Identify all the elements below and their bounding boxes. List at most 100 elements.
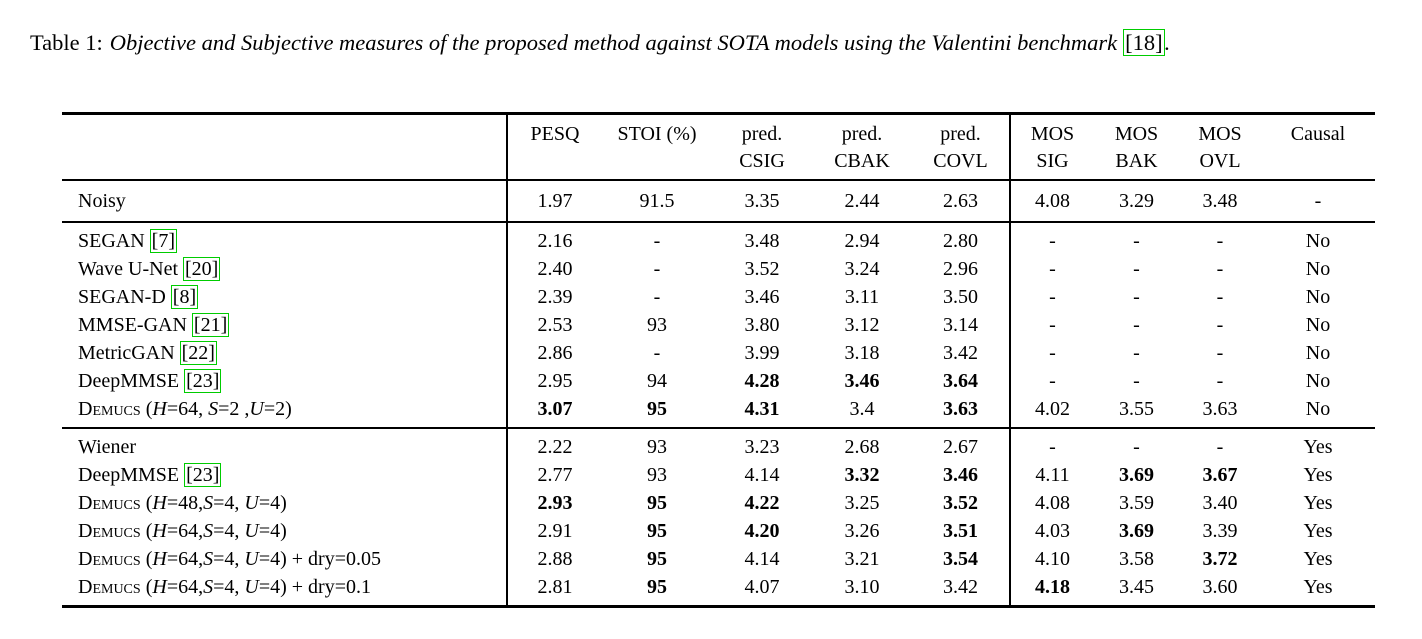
metric-cell: - — [1009, 283, 1094, 311]
citation-link[interactable]: [20] — [183, 257, 221, 281]
model-name-text: =4) — [258, 520, 287, 542]
metric-cell: 95 — [647, 398, 667, 420]
metric-cell: 4.28 — [744, 370, 780, 392]
table-row: Demucs (H=64,S=4, U=4) + dry=0.1 2.81 95 4.… — [62, 573, 1375, 607]
table-row: Wave U-Net [20] 2.40-3.52 3.24 2.96- - - No — [62, 255, 1375, 283]
causal-cell: No — [1305, 258, 1331, 280]
table-row: Demucs (H=64,S=4, U=4) 2.91 95 4.20 3.26 3.51… — [62, 517, 1375, 545]
metric-cell: 3.55 — [1119, 398, 1154, 420]
model-name-text: Noisy — [78, 190, 126, 212]
model-name-cell: Demucs (H=64, S=2 ,U=2) — [62, 395, 507, 428]
metric-cell: 4.14 — [744, 548, 780, 570]
caption-period: . — [1164, 30, 1171, 55]
causal-cell: No — [1305, 230, 1331, 252]
metric-cell: 4.02 — [1009, 395, 1094, 428]
results-table: PESQ STOI (%) pred. CSIG pred. CBAK pred. COVL M… — [62, 112, 1375, 608]
metric-cell: 2.53 — [506, 311, 602, 339]
table-row: SEGAN-D [8] 2.39-3.46 3.11 3.50- - - No — [62, 283, 1375, 311]
causal-cell: Yes — [1303, 576, 1333, 598]
metric-cell: 2.88 — [506, 545, 602, 573]
metric-cell: - — [1133, 314, 1140, 336]
metric-cell: 2.22 — [506, 428, 602, 461]
metric-cell: - — [1133, 436, 1140, 458]
math-symbol: U — [249, 398, 264, 420]
model-name-smallcaps: Demucs — [78, 492, 141, 514]
model-name-text: =4, — [213, 520, 245, 542]
metric-cell: 3.64 — [943, 370, 978, 392]
model-name-text: MMSE-GAN — [78, 314, 192, 336]
metric-cell: 2.91 — [506, 517, 602, 545]
metric-cell: - — [1216, 286, 1224, 308]
model-name-text: ( — [140, 398, 153, 420]
table-header: PESQ STOI (%) pred. CSIG pred. CBAK pred. COVL M… — [62, 113, 1375, 180]
metric-cell: - — [653, 286, 661, 308]
metric-cell: - — [1133, 286, 1140, 308]
math-symbol: S — [203, 520, 214, 542]
model-name-text: =4) + dry=0.05 — [258, 548, 381, 570]
metric-cell: 3.48 — [744, 230, 780, 252]
caption-citation-link[interactable]: [18] — [1123, 29, 1165, 56]
model-name-cell: MetricGAN [22] — [62, 339, 507, 367]
model-name-cell: Demucs (H=48,S=4, U=4) — [62, 489, 507, 517]
citation-link[interactable]: [23] — [184, 463, 222, 487]
model-name-text: =64, — [166, 520, 204, 542]
metric-cell: 4.10 — [1009, 545, 1094, 573]
table-group: Noisy 1.97 91.5 3.35 2.44 2.63 4.08 3.29 3.48 - — [62, 180, 1375, 222]
model-name-text: =4, — [213, 492, 245, 514]
causal-cell: No — [1305, 398, 1331, 420]
column-header-cbak: pred. CBAK — [834, 123, 890, 172]
model-name-text: SEGAN-D — [78, 286, 171, 308]
model-name-cell: Demucs (H=64,S=4, U=4) — [62, 517, 507, 545]
metric-cell: 4.08 — [1009, 180, 1094, 222]
metric-cell: 3.52 — [744, 258, 780, 280]
metric-cell: 3.21 — [844, 548, 880, 570]
metric-cell: - — [1133, 370, 1140, 392]
metric-cell: 2.68 — [844, 436, 880, 458]
citation-link[interactable]: [21] — [191, 313, 230, 337]
model-name-text: ( — [140, 576, 153, 598]
model-name-smallcaps: Demucs — [78, 520, 141, 542]
metric-cell: - — [653, 342, 661, 364]
metric-cell: 3.32 — [844, 464, 880, 486]
metric-cell: 95 — [647, 520, 667, 542]
metric-cell: 4.07 — [744, 576, 780, 598]
table-row: MetricGAN [22] 2.86-3.99 3.18 3.42- - - No — [62, 339, 1375, 367]
metric-cell: 95 — [647, 548, 667, 570]
model-name-text: =4) + dry=0.1 — [258, 576, 371, 598]
model-name-cell: Demucs (H=64,S=4, U=4) + dry=0.1 — [62, 573, 507, 607]
model-name-smallcaps: Demucs — [78, 398, 141, 420]
metric-cell: 2.80 — [943, 230, 978, 252]
metric-cell: - — [1009, 222, 1094, 255]
citation-link[interactable]: [8] — [170, 285, 199, 309]
metric-cell: 3.29 — [1119, 190, 1154, 212]
metric-cell: 2.86 — [506, 339, 602, 367]
metric-cell: 3.07 — [506, 395, 602, 428]
metric-cell: - — [653, 230, 661, 252]
causal-cell: No — [1305, 286, 1331, 308]
math-symbol: S — [203, 576, 214, 598]
metric-cell: 95 — [647, 576, 667, 598]
citation-link[interactable]: [7] — [149, 229, 177, 253]
table-group: SEGAN [7] 2.16-3.48 2.94 2.80- - - No Wave U-Ne… — [62, 222, 1375, 428]
causal-cell: - — [1314, 190, 1322, 212]
metric-cell: - — [1216, 342, 1224, 364]
table-row: DeepMMSE [23] 2.95 94 4.28 3.46 3.64- - - No — [62, 367, 1375, 395]
metric-cell: - — [1216, 370, 1224, 392]
metric-cell: 3.67 — [1202, 464, 1238, 486]
metric-cell: 3.14 — [943, 314, 978, 336]
metric-cell: - — [653, 258, 661, 280]
metric-cell: 2.16 — [506, 222, 602, 255]
citation-link[interactable]: [22] — [179, 341, 217, 365]
table-group: Wiener 2.22 93 3.23 2.68 2.67 - - - Yes DeepMMSE [… — [62, 428, 1375, 607]
metric-cell: 3.24 — [844, 258, 880, 280]
metric-cell: - — [1133, 342, 1140, 364]
metric-cell: 3.45 — [1119, 576, 1154, 598]
caption-body: Objective and Subjective measures of the… — [109, 30, 1118, 55]
model-name-text: ( — [140, 520, 153, 542]
metric-cell: 4.11 — [1009, 461, 1094, 489]
citation-link[interactable]: [23] — [184, 369, 222, 393]
causal-cell: Yes — [1303, 436, 1333, 458]
model-name-cell: Wave U-Net [20] — [62, 255, 507, 283]
metric-cell: 3.99 — [744, 342, 780, 364]
model-name-cell: DeepMMSE [23] — [62, 367, 507, 395]
